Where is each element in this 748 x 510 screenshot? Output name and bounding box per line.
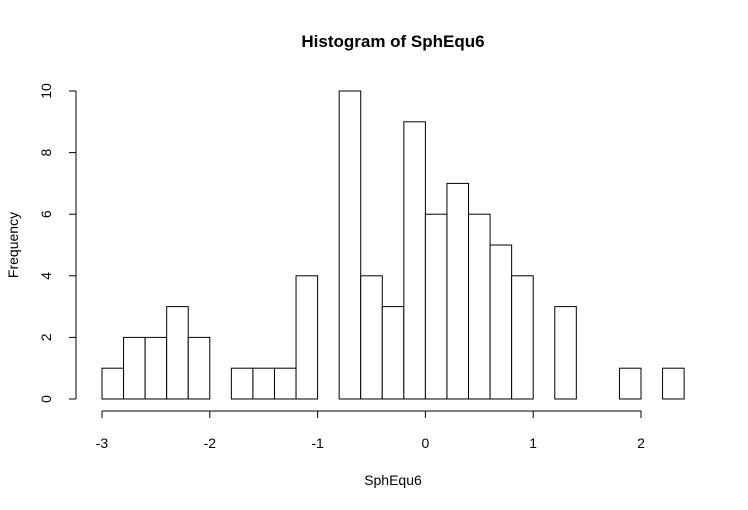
x-axis-label: SphEqu6: [364, 472, 422, 488]
histogram-bar: [338, 90, 362, 400]
histogram-bar: [381, 306, 405, 400]
histogram-bar: [295, 275, 319, 400]
histogram-bar: [403, 121, 426, 400]
histogram-bar: [230, 367, 254, 400]
histogram-bar: [273, 367, 297, 400]
histogram-bar: [489, 244, 513, 400]
x-tick-label: -2: [204, 435, 217, 451]
y-tick-label: 6: [38, 210, 54, 218]
histogram-bar: [144, 336, 168, 400]
x-tick-label: 0: [422, 435, 430, 451]
chart-title: Histogram of SphEqu6: [301, 32, 484, 51]
y-axis: 0 2 4 6 8 10: [38, 83, 77, 403]
x-tick-label: -1: [311, 435, 324, 451]
histogram-bar: [424, 213, 448, 400]
y-tick-label: 8: [38, 148, 54, 156]
histogram-bar: [468, 213, 491, 400]
x-axis: -3 -2 -1 0 1 2: [96, 410, 645, 451]
histogram-bar: [360, 275, 383, 400]
histogram-bar: [618, 367, 642, 400]
histogram-bar: [101, 367, 125, 400]
x-tick-label: 2: [637, 435, 645, 451]
x-tick-label: 1: [529, 435, 537, 451]
y-tick-label: 4: [38, 272, 54, 280]
histogram-bar: [187, 336, 211, 400]
y-axis-label: Frequency: [5, 212, 21, 278]
bars-group: [101, 90, 685, 400]
y-tick-label: 10: [38, 83, 54, 99]
y-tick-label: 0: [38, 395, 54, 403]
histogram-bar: [554, 306, 577, 400]
histogram-bar: [166, 306, 189, 400]
x-tick-label: -3: [96, 435, 109, 451]
histogram-bar: [446, 182, 470, 400]
histogram-bar: [252, 367, 275, 400]
histogram-bar: [123, 336, 146, 400]
histogram-bar: [662, 367, 685, 400]
histogram-bar: [511, 275, 534, 400]
y-tick-label: 2: [38, 333, 54, 341]
